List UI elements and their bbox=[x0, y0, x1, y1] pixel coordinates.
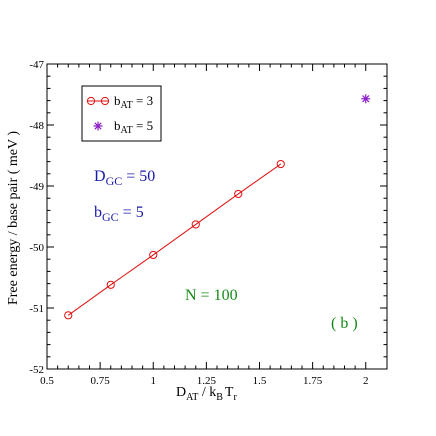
y-tick-label: -52 bbox=[29, 364, 44, 376]
legend-box bbox=[81, 85, 162, 142]
x-tick-label: 1.5 bbox=[253, 375, 267, 387]
y-tick-label: -48 bbox=[29, 120, 44, 132]
legend: bAT = 3 bAT = 5 bbox=[81, 85, 162, 142]
data-point-circle bbox=[64, 311, 73, 320]
annotation-dgc: DGC = 50 bbox=[94, 168, 155, 188]
x-axis-label: DAT / kB Tr bbox=[176, 385, 237, 403]
annotation-panel: ( b ) bbox=[331, 315, 358, 332]
data-marks bbox=[64, 94, 371, 320]
annotation-bgc: bGC = 5 bbox=[94, 204, 144, 224]
x-tick-label: 0.75 bbox=[91, 375, 111, 387]
x-tick-label: 1.75 bbox=[303, 375, 323, 387]
y-tick-label: -51 bbox=[29, 303, 44, 315]
y-tick-label: -50 bbox=[29, 242, 44, 254]
legend-swatch-circle bbox=[86, 96, 96, 106]
legend-swatch-circle bbox=[100, 96, 110, 106]
data-point-circle bbox=[106, 280, 115, 289]
y-tick-label: -49 bbox=[29, 181, 44, 193]
y-axis-label: Free energy / base pair ( meV ) bbox=[6, 131, 21, 305]
data-point-circle bbox=[149, 250, 158, 260]
legend-swatch-star bbox=[94, 122, 102, 130]
legend-label-bat5: bAT = 5 bbox=[114, 118, 153, 136]
x-tick-label: 1.25 bbox=[197, 375, 217, 387]
axis-ticks: 0.5 0.75 1 1.25 1.5 1.75 2 -52 -51 -50 -49 -48 -47 bbox=[29, 59, 387, 387]
legend-label-bat3: bAT = 3 bbox=[114, 93, 153, 111]
y-tick-label: -47 bbox=[29, 59, 44, 71]
data-point-circle bbox=[276, 159, 285, 169]
x-tick-label: 2 bbox=[363, 375, 369, 387]
x-tick-label: 1 bbox=[151, 375, 157, 387]
legend-swatches bbox=[86, 96, 110, 131]
data-point-circle bbox=[234, 189, 243, 199]
x-tick-label: 0.5 bbox=[40, 375, 54, 387]
annotation-n: N = 100 bbox=[185, 287, 238, 304]
data-point-circle bbox=[191, 220, 200, 229]
data-point-star bbox=[362, 95, 370, 103]
series-line-0 bbox=[67, 163, 282, 316]
